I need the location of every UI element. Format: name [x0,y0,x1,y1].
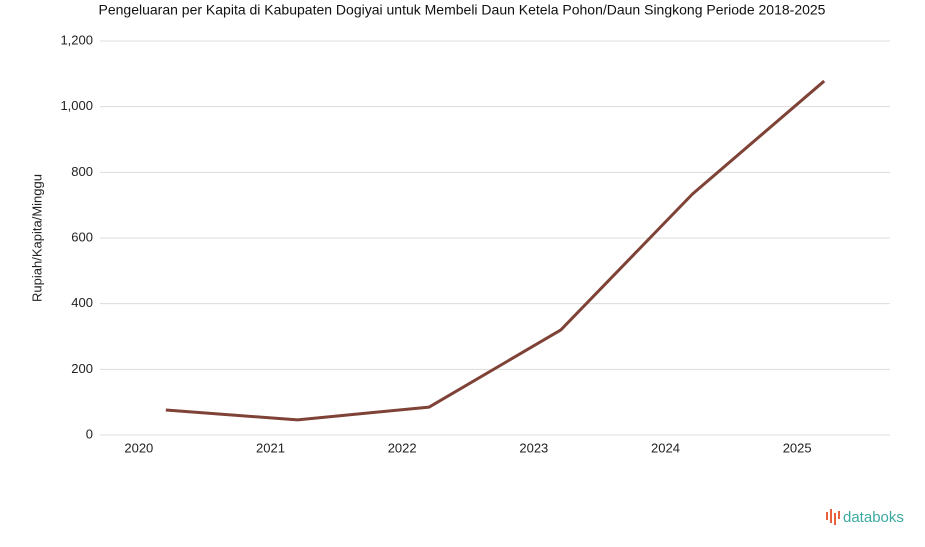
y-tick-label: 0 [86,426,93,441]
chart-title: Pengeluaran per Kapita di Kabupaten Dogi… [99,2,826,18]
y-tick-label: 600 [71,229,93,244]
x-tick-label: 2025 [783,440,812,455]
y-tick-label: 1,000 [60,98,93,113]
x-tick-label: 2024 [651,440,680,455]
x-tick-label: 2021 [256,440,285,455]
x-tick-label: 2022 [388,440,417,455]
y-axis-label: Rupiah/Kapita/Minggu [29,174,44,302]
y-tick-label: 1,200 [60,32,93,47]
x-tick-label: 2020 [124,440,153,455]
y-tick-label: 400 [71,295,93,310]
y-tick-label: 800 [71,164,93,179]
watermark: databoks [826,509,904,526]
watermark-text: databoks [843,509,904,526]
x-tick-label: 2023 [519,440,548,455]
data-line [165,79,826,422]
y-tick-label: 200 [71,361,93,376]
